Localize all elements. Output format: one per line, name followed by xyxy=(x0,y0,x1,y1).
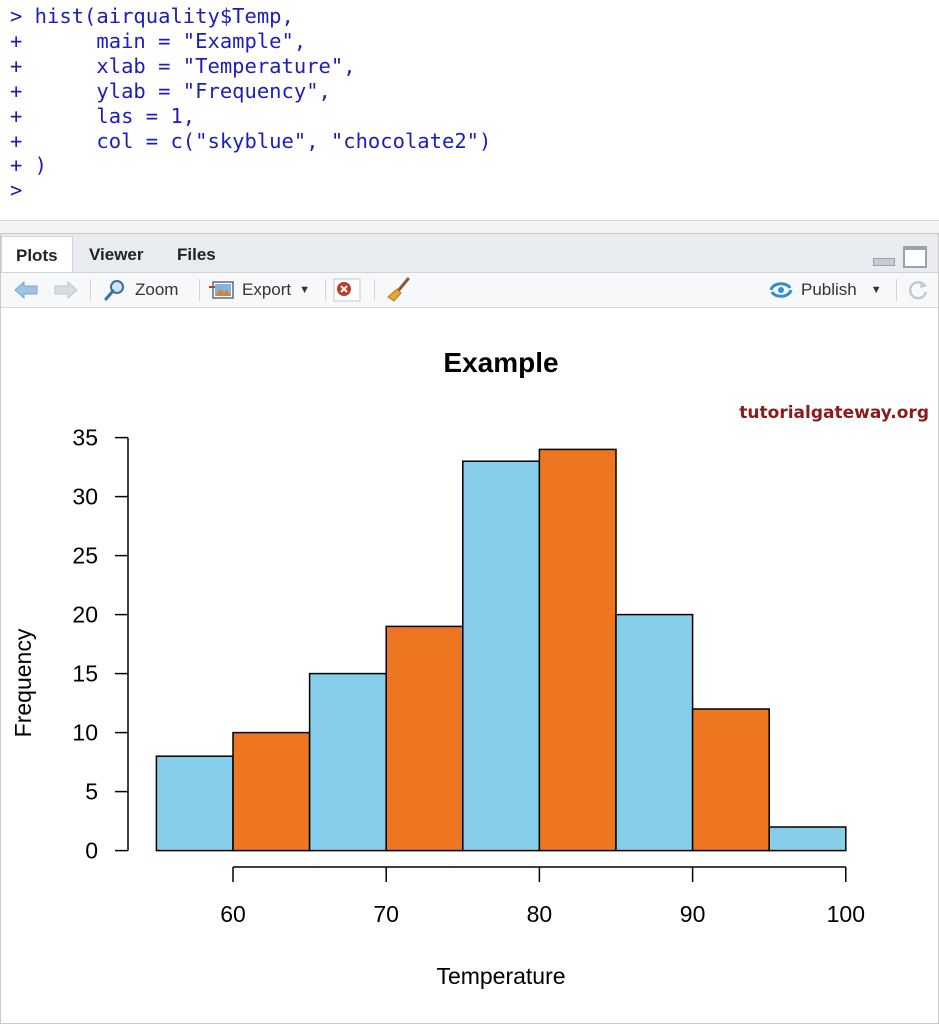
histogram-bar xyxy=(155,755,234,852)
console-line: + ylab = "Frequency", xyxy=(10,79,331,103)
y-tick-label: 30 xyxy=(72,484,98,510)
x-axis: 60 70 80 90 100 xyxy=(220,866,865,927)
histogram-bar xyxy=(538,448,617,852)
x-tick-label: 90 xyxy=(680,901,706,927)
tab-plots[interactable]: Plots xyxy=(1,236,73,272)
minimize-pane-button[interactable] xyxy=(873,258,895,266)
magnifier-icon xyxy=(104,280,124,301)
console-line: + xlab = "Temperature", xyxy=(10,54,356,78)
forward-arrow-icon[interactable] xyxy=(53,273,79,307)
tab-files[interactable]: Files xyxy=(177,245,216,264)
y-tick-label: 5 xyxy=(85,779,98,805)
y-tick-label: 35 xyxy=(72,425,98,451)
chart-title: Example xyxy=(443,347,558,378)
bar-group xyxy=(155,448,847,852)
histogram-bar xyxy=(232,731,311,852)
console-line: + ) xyxy=(10,153,48,177)
y-tick-label: 15 xyxy=(72,661,98,687)
console-line: > hist(airquality$Temp, xyxy=(10,4,294,28)
remove-plot-icon xyxy=(333,278,361,302)
dropdown-caret-icon: ▼ xyxy=(299,284,311,296)
histogram-bar xyxy=(691,708,770,852)
dropdown-caret-icon: ▼ xyxy=(870,284,882,296)
x-tick-label: 70 xyxy=(373,901,399,927)
console-line: + las = 1, xyxy=(10,104,196,128)
refresh-button[interactable] xyxy=(906,273,930,307)
toolbar-separator xyxy=(896,279,897,301)
pane-tab-bar: Plots Viewer Files xyxy=(1,234,938,273)
clear-plots-button[interactable] xyxy=(386,273,412,307)
toolbar-separator xyxy=(199,279,200,301)
x-tick-label: 80 xyxy=(527,901,553,927)
histogram-bar xyxy=(768,826,847,852)
console-line: + main = "Example", xyxy=(10,29,307,53)
plots-pane: Plots Viewer Files Zoom xyxy=(0,233,939,1024)
plots-toolbar: Zoom Export ▼ xyxy=(1,273,938,308)
histogram-bar xyxy=(385,625,464,852)
histogram-bar xyxy=(462,460,541,852)
publish-button[interactable]: Publish ▼ xyxy=(767,273,882,307)
publish-icon xyxy=(769,282,793,298)
zoom-button[interactable]: Zoom xyxy=(103,273,178,307)
maximize-pane-button[interactable] xyxy=(903,246,927,268)
toolbar-separator xyxy=(325,279,326,301)
console-prompt[interactable]: > xyxy=(10,178,23,202)
toolbar-separator xyxy=(374,279,375,301)
refresh-icon xyxy=(908,281,928,300)
zoom-label: Zoom xyxy=(135,280,179,299)
pane-divider[interactable] xyxy=(0,221,939,233)
histogram-bar xyxy=(308,672,387,852)
tab-viewer[interactable]: Viewer xyxy=(89,245,144,264)
publish-label: Publish xyxy=(801,280,857,299)
export-label: Export xyxy=(242,280,292,299)
toolbar-separator xyxy=(90,279,91,301)
back-arrow-icon[interactable] xyxy=(13,273,39,307)
y-tick-label: 25 xyxy=(72,543,98,569)
y-axis-label: Frequency xyxy=(10,628,36,737)
console-line: + col = c("skyblue", "chocolate2") xyxy=(10,129,492,153)
histogram-plot: Example tutorialgateway.org 0 5 10 15 20 25 30… xyxy=(10,347,929,989)
y-tick-label: 20 xyxy=(72,602,98,628)
remove-plot-button[interactable] xyxy=(333,273,361,307)
export-image-icon xyxy=(209,281,234,299)
console-panel: > hist(airquality$Temp, + main = "Exampl… xyxy=(0,0,939,221)
histogram-bar xyxy=(615,613,694,852)
x-tick-label: 100 xyxy=(827,901,865,927)
y-tick-label: 10 xyxy=(72,720,98,746)
export-button[interactable]: Export ▼ xyxy=(209,273,310,307)
watermark-text: tutorialgateway.org xyxy=(739,403,929,423)
broom-icon xyxy=(387,277,410,302)
x-axis-label: Temperature xyxy=(436,963,565,989)
y-tick-label: 0 xyxy=(85,838,98,864)
y-axis: 0 5 10 15 20 25 30 35 xyxy=(72,425,129,864)
x-tick-label: 60 xyxy=(220,901,246,927)
